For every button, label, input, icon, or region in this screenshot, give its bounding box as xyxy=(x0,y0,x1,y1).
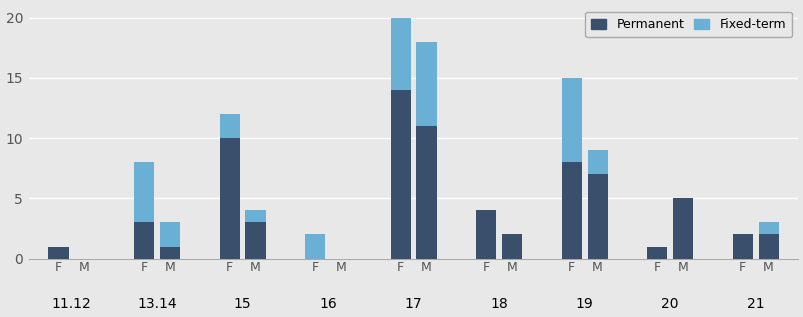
Bar xyxy=(219,138,239,259)
Bar xyxy=(561,78,581,162)
Bar xyxy=(160,223,180,247)
Bar xyxy=(587,174,607,259)
Bar xyxy=(304,235,324,259)
Bar xyxy=(134,223,154,259)
Bar xyxy=(561,162,581,259)
Bar xyxy=(757,235,778,259)
Legend: Permanent, Fixed-term: Permanent, Fixed-term xyxy=(585,12,791,37)
Bar xyxy=(245,223,265,259)
Bar xyxy=(245,210,265,223)
Bar xyxy=(587,150,607,174)
Bar xyxy=(416,126,436,259)
Bar xyxy=(475,210,495,259)
Bar xyxy=(501,235,521,259)
Bar xyxy=(416,42,436,126)
Bar xyxy=(48,247,68,259)
Bar xyxy=(390,90,410,259)
Bar xyxy=(219,114,239,138)
Bar xyxy=(160,247,180,259)
Bar xyxy=(390,18,410,90)
Bar xyxy=(646,247,666,259)
Bar xyxy=(732,235,752,259)
Bar xyxy=(757,223,778,235)
Bar xyxy=(672,198,692,259)
Bar xyxy=(134,162,154,223)
